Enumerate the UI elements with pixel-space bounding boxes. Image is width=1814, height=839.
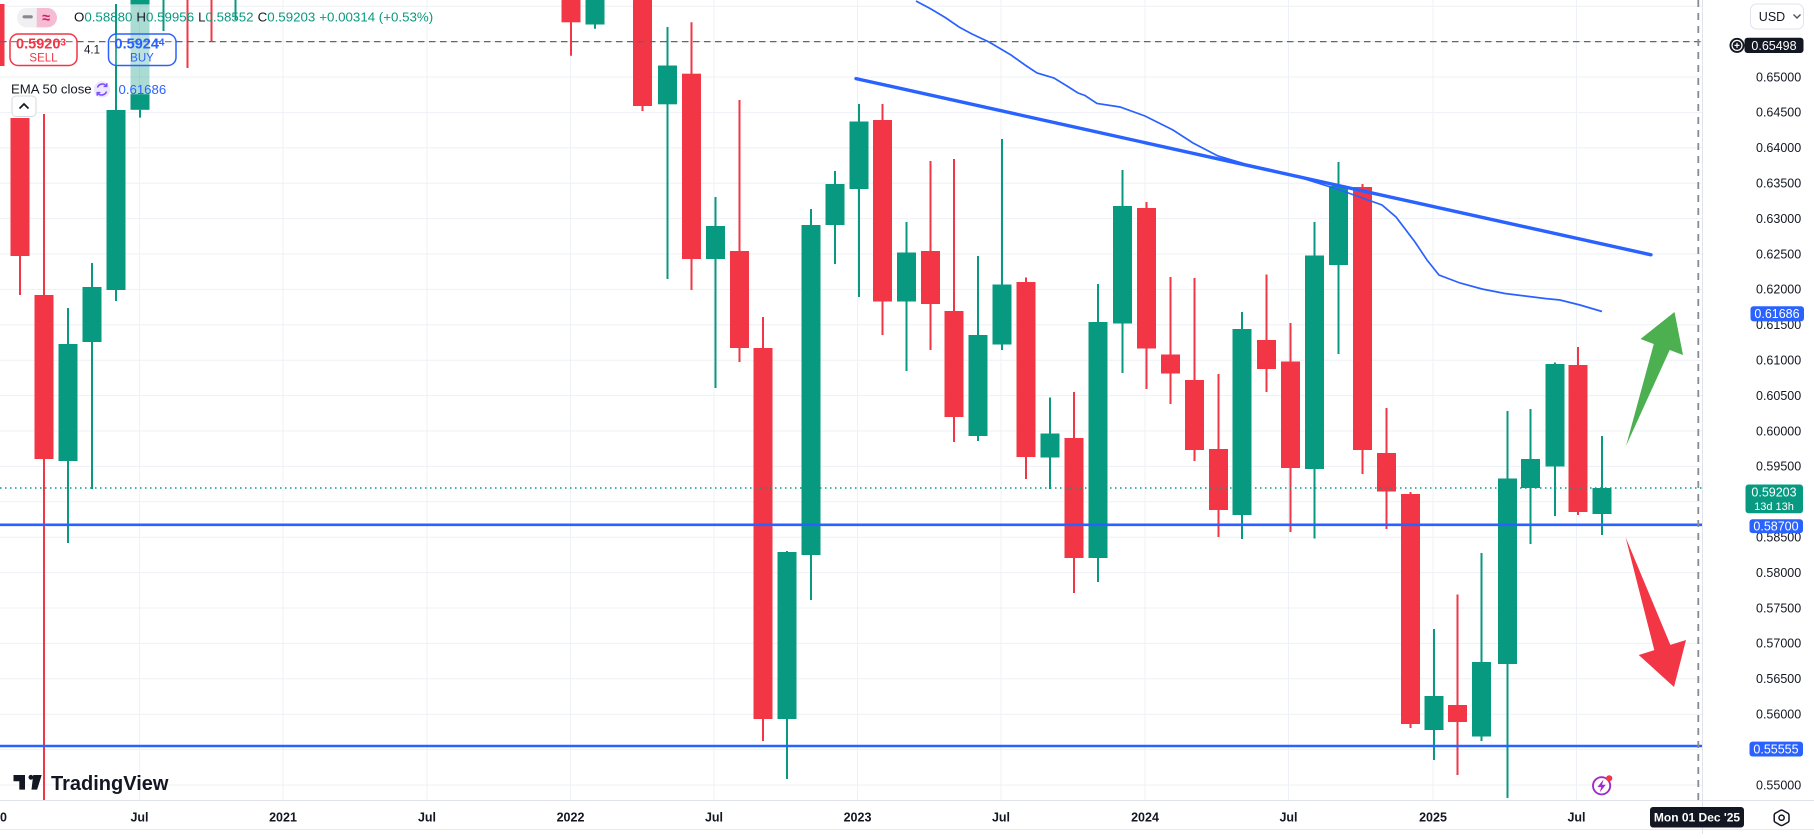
svg-text:0.56500: 0.56500 [1756,672,1801,686]
svg-text:BUY: BUY [130,53,154,65]
svg-text:0.57500: 0.57500 [1756,601,1801,615]
svg-text:Jul: Jul [130,811,148,825]
svg-text:13d 13h: 13d 13h [1754,501,1794,513]
svg-text:0.65498: 0.65498 [1751,39,1796,53]
svg-text:0.60500: 0.60500 [1756,389,1801,403]
svg-text:0.62000: 0.62000 [1756,283,1801,297]
svg-text:2021: 2021 [269,811,297,825]
svg-text:0.59500: 0.59500 [1756,460,1801,474]
svg-text:0.64500: 0.64500 [1756,106,1801,120]
svg-text:0: 0 [0,811,7,825]
svg-text:0.63000: 0.63000 [1756,212,1801,226]
svg-text:0.56000: 0.56000 [1756,708,1801,722]
svg-text:4.1: 4.1 [84,45,100,57]
svg-text:0.57000: 0.57000 [1756,637,1801,651]
svg-text:EMA 50 close: EMA 50 close [11,82,92,97]
svg-text:2023: 2023 [844,811,872,825]
svg-text:0.61686: 0.61686 [1754,307,1799,321]
svg-text:0.62500: 0.62500 [1756,247,1801,261]
svg-text:USD: USD [1759,10,1785,24]
svg-text:0.58700: 0.58700 [1753,520,1798,534]
svg-text:0.55555: 0.55555 [1753,742,1798,756]
svg-text:0.61686: 0.61686 [119,82,167,97]
svg-text:0.60000: 0.60000 [1756,424,1801,438]
svg-text:0.58000: 0.58000 [1756,566,1801,580]
svg-text:2022: 2022 [557,811,585,825]
svg-text:≈: ≈ [42,11,50,27]
svg-text:0.64000: 0.64000 [1756,141,1801,155]
svg-text:TradingView: TradingView [51,773,169,795]
svg-text:2025: 2025 [1419,811,1447,825]
svg-text:0.59244: 0.59244 [115,37,165,53]
svg-text:0.61000: 0.61000 [1756,354,1801,368]
svg-text:0.55000: 0.55000 [1756,778,1801,792]
svg-text:0.63500: 0.63500 [1756,177,1801,191]
svg-text:0.59203: 0.59203 [1751,486,1796,500]
svg-text:Jul: Jul [705,811,723,825]
svg-text:Jul: Jul [992,811,1010,825]
svg-text:Jul: Jul [1279,811,1297,825]
svg-text:Jul: Jul [418,811,436,825]
svg-text:0.59203: 0.59203 [16,37,66,53]
svg-text:Mon 01 Dec '25: Mon 01 Dec '25 [1654,811,1741,825]
svg-text:2024: 2024 [1131,811,1159,825]
svg-text:Jul: Jul [1567,811,1585,825]
svg-text:0.65000: 0.65000 [1756,70,1801,84]
svg-text:SELL: SELL [29,53,58,65]
